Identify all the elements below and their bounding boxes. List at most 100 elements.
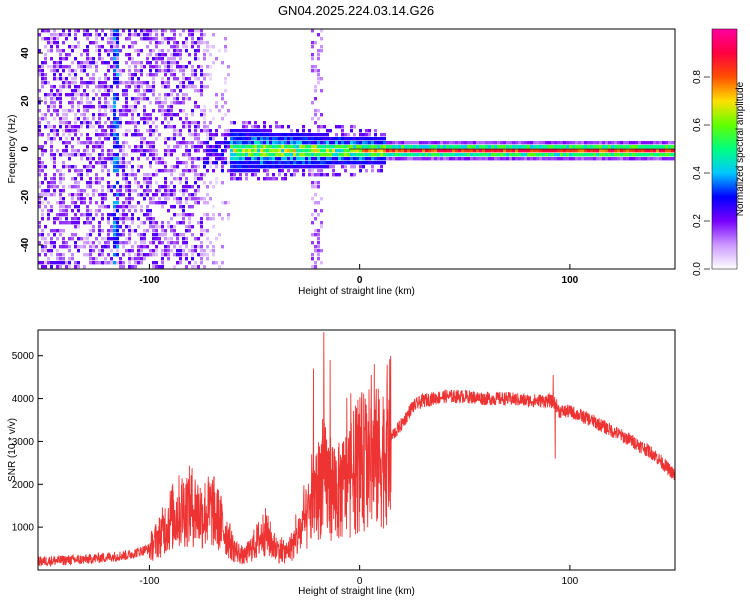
heatmap-cell [125,201,128,205]
heatmap-cell [332,137,335,141]
heatmap-cell [56,33,59,37]
heatmap-cell [290,161,293,165]
heatmap-cell [107,173,110,177]
heatmap-cell [74,201,77,205]
heatmap-cell [128,69,131,73]
heatmap-cell [53,129,56,133]
heatmap-cell [155,169,158,173]
heatmap-cell [611,157,614,161]
heatmap-cell [368,145,371,149]
heatmap-cell [53,41,56,45]
heatmap-cell [101,149,104,153]
heatmap-cell [128,77,131,81]
heatmap-cell [53,37,56,41]
heatmap-cell [71,101,74,105]
heatmap-cell [149,133,152,137]
heatmap-cell [122,201,125,205]
heatmap-cell [215,57,218,61]
heatmap-cell [158,225,161,229]
heatmap-cell [341,125,344,129]
heatmap-cell [272,141,275,145]
heatmap-cell [116,73,119,77]
heatmap-cell [113,109,116,113]
heatmap-cell [152,93,155,97]
heatmap-cell [92,89,95,93]
heatmap-cell [161,233,164,237]
heatmap-cell [164,153,167,157]
heatmap-cell [317,185,320,189]
heatmap-cell [170,109,173,113]
heatmap-cell [38,101,41,105]
heatmap-cell [311,157,314,161]
heatmap-cell [47,213,50,217]
heatmap-cell [197,173,200,177]
heatmap-cell [287,125,290,129]
heatmap-cell [320,169,323,173]
heatmap-cell [185,181,188,185]
heatmap-cell [326,173,329,177]
heatmap-cell [173,241,176,245]
heatmap-cell [374,157,377,161]
heatmap-cell [473,153,476,157]
heatmap-cell [533,153,536,157]
heatmap-cell [161,169,164,173]
heatmap-cell [545,141,548,145]
heatmap-cell [140,249,143,253]
heatmap-cell [113,125,116,129]
heatmap-cell [332,145,335,149]
heatmap-cell [224,37,227,41]
heatmap-cell [182,249,185,253]
heatmap-cell [275,125,278,129]
heatmap-cell [308,173,311,177]
heatmap-cell [269,129,272,133]
heatmap-cell [56,61,59,65]
heatmap-cell [107,253,110,257]
heatmap-cell [137,77,140,81]
heatmap-cell [47,109,50,113]
heatmap-cell [77,89,80,93]
heatmap-cell [164,197,167,201]
heatmap-cell [215,165,218,169]
heatmap-cell [140,261,143,265]
heatmap-cell [119,33,122,37]
heatmap-cell [110,229,113,233]
heatmap-cell [497,141,500,145]
heatmap-cell [365,133,368,137]
heatmap-cell [320,225,323,229]
heatmap-cell [134,205,137,209]
heatmap-cell [110,29,113,33]
heatmap-cell [98,145,101,149]
heatmap-cell [497,153,500,157]
heatmap-cell [284,149,287,153]
heatmap-cell [167,257,170,261]
heatmap-y-tick-label: -40 [20,237,31,252]
heatmap-cell [191,157,194,161]
heatmap-cell [668,141,671,145]
heatmap-cell [53,69,56,73]
heatmap-cell [503,141,506,145]
heatmap-cell [581,145,584,149]
heatmap-cell [77,61,80,65]
heatmap-cell [125,217,128,221]
heatmap-cell [242,141,245,145]
heatmap-cell [359,141,362,145]
heatmap-cell [38,73,41,77]
heatmap-cell [281,133,284,137]
heatmap-cell [59,57,62,61]
heatmap-cell [104,105,107,109]
heatmap-cell [623,149,626,153]
heatmap-cell [185,141,188,145]
heatmap-cell [149,89,152,93]
heatmap-cell [56,133,59,137]
heatmap-cell [575,153,578,157]
heatmap-cell [185,201,188,205]
heatmap-cell [236,129,239,133]
heatmap-cell [317,229,320,233]
heatmap-cell [164,193,167,197]
heatmap-cell [59,229,62,233]
heatmap-cell [173,125,176,129]
heatmap-cell [557,149,560,153]
heatmap-cell [206,145,209,149]
heatmap-cell [65,145,68,149]
heatmap-cell [143,137,146,141]
